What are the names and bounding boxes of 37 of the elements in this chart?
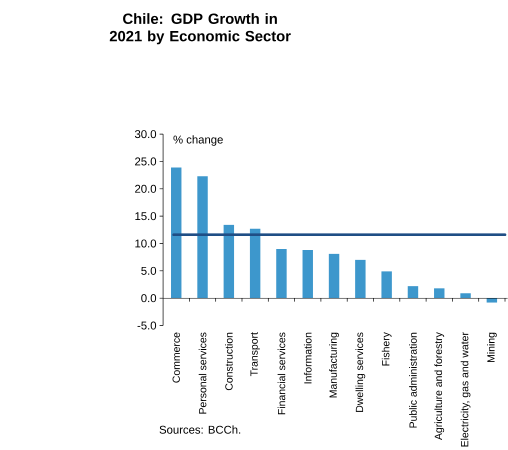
y-tick-label: 20.0 <box>135 184 156 193</box>
x-tick-label: Financial services <box>278 332 286 414</box>
y-tick-label: 30.0 <box>134 130 156 138</box>
bar <box>381 271 392 298</box>
y-tick-label: 15.0 <box>135 212 156 220</box>
bar <box>276 248 287 298</box>
x-tick-label: Agriculture and forestry <box>434 332 444 440</box>
bar <box>328 254 340 298</box>
y-tick-label: 0.0 <box>141 294 156 302</box>
x-tick-label: Electricity, gas and water <box>460 332 470 446</box>
y-tick-label: 5.0 <box>141 266 156 275</box>
x-tick-label: Mining <box>487 332 497 362</box>
bar <box>224 224 234 298</box>
x-tick-label: Manufacturing <box>329 332 339 398</box>
x-tick-label: Public administration <box>409 332 417 428</box>
bar <box>197 176 208 298</box>
chart-title: Chile: GDP Growth in 2021 by Economic Sector <box>110 13 291 44</box>
x-tick-label: Commerce <box>172 332 180 382</box>
bar <box>486 298 498 302</box>
x-tick-label: Fishery <box>382 332 392 366</box>
bar <box>302 250 313 298</box>
source-note: Sources: BCCh. <box>160 425 240 434</box>
y-axis-title: % change <box>173 135 223 146</box>
x-tick-label: Dwelling services <box>355 332 366 412</box>
x-tick-label: Information <box>304 332 312 384</box>
bar <box>434 288 444 298</box>
x-tick-label: Personal services <box>198 332 206 414</box>
bar <box>250 228 260 298</box>
y-tick-label: 10.0 <box>135 239 156 248</box>
x-tick-label: Transport <box>250 332 260 376</box>
bar <box>408 286 418 298</box>
y-tick-label: -5.0 <box>138 321 156 330</box>
bar <box>460 293 471 298</box>
bar <box>171 167 182 298</box>
bar <box>355 260 366 298</box>
x-tick-label: Construction <box>225 332 233 390</box>
y-tick-label: 25.0 <box>135 157 156 166</box>
